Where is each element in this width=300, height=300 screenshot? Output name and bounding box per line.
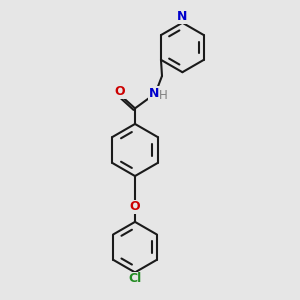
Text: Cl: Cl (128, 272, 142, 286)
Text: H: H (159, 89, 168, 102)
Text: N: N (177, 10, 188, 23)
Text: N: N (149, 87, 159, 100)
Text: O: O (130, 200, 140, 213)
Text: O: O (115, 85, 125, 98)
